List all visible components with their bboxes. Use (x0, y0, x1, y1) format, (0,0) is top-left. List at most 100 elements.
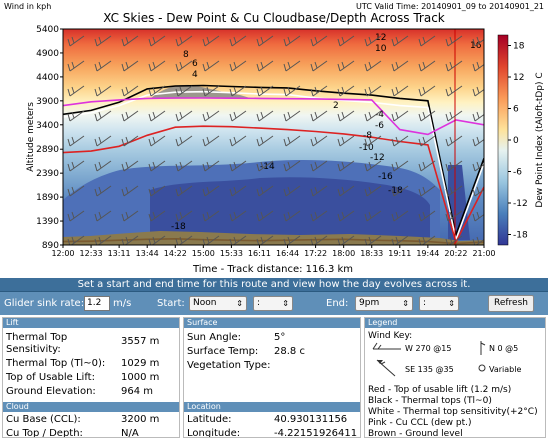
wind-barb-icon (229, 210, 247, 222)
wind-barb-icon (337, 160, 355, 172)
x-tick-label: 12:33 (80, 249, 103, 258)
refresh-button[interactable]: Refresh (488, 295, 534, 312)
wind-barb-icon (148, 185, 166, 197)
wind-barb-icon (202, 60, 220, 72)
wind-barb-icon (472, 161, 484, 172)
wind-barb-icon (310, 110, 328, 122)
wind-barb-icon (310, 60, 328, 72)
wind-barb-icon (418, 85, 436, 97)
contour-label: 10 (375, 44, 387, 54)
wind-barb-icon (472, 136, 484, 147)
end-minute-select[interactable]: : ⇕ (419, 296, 459, 311)
wind-key-label: Wind Key: (368, 331, 413, 341)
wind-barb-icon (418, 185, 436, 197)
ground-level-fill (63, 231, 484, 245)
y-tick-label: 2390 (36, 169, 59, 179)
chevron-down-icon: ⇕ (236, 299, 243, 308)
wind-barb-icon (256, 85, 274, 97)
colorbar-tick-label: -6 (513, 168, 522, 178)
wind-barb-icon (364, 85, 382, 97)
x-tick-label: 18:33 (360, 249, 383, 258)
wind-barb-icon (67, 60, 85, 72)
contour-label: -12 (370, 153, 385, 163)
y-tick-label: 5400 (36, 25, 59, 35)
wind-barb-icon (418, 160, 436, 172)
info-panels: Lift Thermal Top Sensitivity: 3557 m The… (0, 317, 548, 438)
ground-elevation-label: Ground Elevation: (6, 386, 96, 397)
wind-barb-icon (67, 210, 85, 222)
x-tick-label: 12:00 (51, 249, 74, 258)
series-line-thermal-tops (63, 84, 484, 238)
wind-barb-icon (418, 135, 436, 147)
contour-label: -16 (378, 172, 393, 182)
wind-barb-icon (229, 135, 247, 147)
y-tick-label: 1890 (36, 193, 59, 203)
wind-barb-icon (283, 160, 301, 172)
glider-sink-input[interactable]: 1.2 (84, 296, 110, 311)
wind-barb-icon (364, 35, 382, 47)
colorbar-tick-label: -12 (513, 199, 528, 209)
wind-barb-icon (175, 60, 193, 72)
wind-barb-icon (256, 110, 274, 122)
wind-barb-icon (391, 135, 409, 147)
usable-lift-value: 1000 m (121, 372, 160, 383)
colorbar-tick-label: 12 (513, 73, 524, 83)
wind-barb-icon (337, 185, 355, 197)
longitude-label: Longitude: (187, 428, 241, 438)
start-hour-select[interactable]: Noon ⇕ (189, 296, 247, 311)
contour-label: 12 (375, 33, 386, 43)
x-tick-label: 16:11 (248, 249, 271, 258)
wind-key-w: W 270 @15 (405, 344, 452, 353)
wind-barb-icon (121, 60, 139, 72)
wind-barb-icon (67, 110, 85, 122)
wind-barb-icon (121, 85, 139, 97)
wind-barb-icon (175, 110, 193, 122)
cu-base-value: 3200 m (121, 414, 160, 425)
wind-barb-icon (445, 185, 463, 197)
wind-barb-icon (94, 35, 112, 47)
y-tick-label: 3900 (36, 97, 59, 107)
wind-barb-icon (94, 110, 112, 122)
wind-barb-se-icon (376, 359, 396, 377)
series-line-top-of-usable-lift (63, 125, 484, 245)
y-tick-label: 4400 (36, 73, 59, 83)
wind-barb-icon (310, 185, 328, 197)
colorbar-tick-label: 18 (513, 42, 525, 52)
wind-barb-icon (94, 60, 112, 72)
wind-key-n: N 0 @5 (489, 344, 519, 353)
wind-barb-icon (202, 135, 220, 147)
x-axis-label: Time - Track distance: 116.3 km (192, 264, 353, 275)
cu-top-value: N/A (121, 428, 139, 438)
wind-barb-icon (391, 210, 409, 222)
wind-barb-icon (283, 60, 301, 72)
x-tick-label: 19:11 (388, 249, 411, 258)
wind-barb-icon (202, 185, 220, 197)
x-tick-label: 13:11 (108, 249, 131, 258)
wind-barb-icon (445, 160, 463, 172)
wind-barb-n-icon (480, 341, 486, 355)
x-tick-label: 21:00 (472, 249, 495, 258)
wind-barb-icon (94, 135, 112, 147)
series-line-cu-ccl-dew-pt- (63, 97, 484, 136)
end-minute-value: : (423, 298, 427, 308)
wind-barb-icon (391, 160, 409, 172)
wind-barb-icon (202, 160, 220, 172)
wind-barb-icon (175, 160, 193, 172)
wind-barb-icon (472, 211, 484, 222)
wind-barb-icon (391, 35, 409, 47)
wind-barb-icon (175, 135, 193, 147)
start-minute-select[interactable]: : ⇕ (253, 296, 293, 311)
x-tick-label: 18:00 (332, 249, 355, 258)
wind-barb-icon (391, 185, 409, 197)
wind-barb-icon (94, 160, 112, 172)
sun-angle-label: Sun Angle: (187, 332, 242, 343)
wind-barb-icon (121, 110, 139, 122)
wind-barb-icon (337, 60, 355, 72)
wind-barb-icon (256, 210, 274, 222)
wind-barb-icon (310, 85, 328, 97)
end-hour-select[interactable]: 9pm ⇕ (355, 296, 413, 311)
wind-barb-icon (364, 210, 382, 222)
wind-barb-icon (337, 135, 355, 147)
wind-barb-icon (148, 160, 166, 172)
